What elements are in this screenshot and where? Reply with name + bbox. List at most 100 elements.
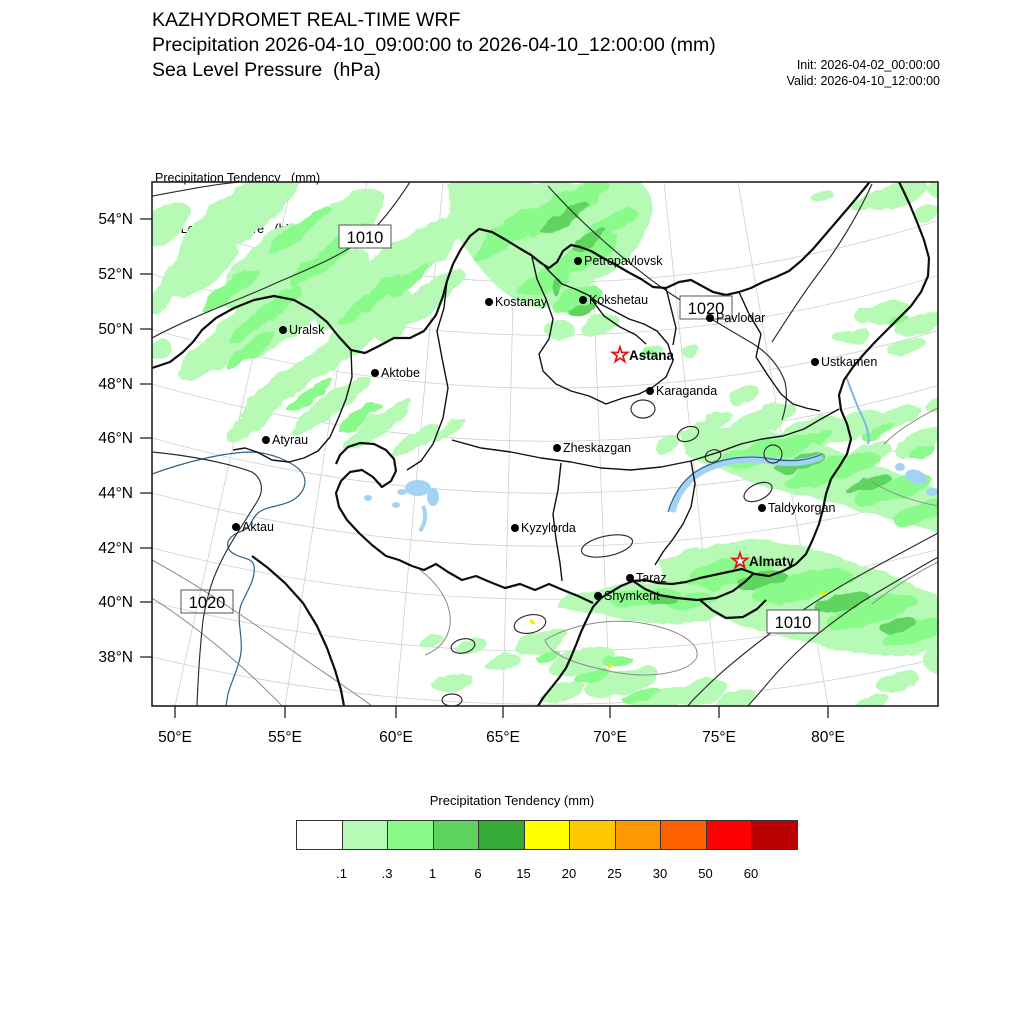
map-header: KAZHYDROMET REAL-TIME WRF Precipitation … bbox=[152, 8, 716, 83]
axes-layer: 50°E 55°E 60°E 65°E 70°E 75°E 80°E 54°N 52°N 50°N… bbox=[98, 211, 845, 746]
city-dot bbox=[232, 523, 240, 531]
irtysh-river bbox=[845, 375, 870, 445]
lon-tick-label: 55°E bbox=[268, 729, 302, 746]
kazakhstan-east-border bbox=[537, 182, 931, 706]
legend-tick-label: .3 bbox=[381, 866, 393, 881]
lat-tick-label: 50°N bbox=[98, 321, 133, 338]
legend-color-box bbox=[569, 820, 616, 850]
city-label: Aktobe bbox=[381, 366, 420, 380]
legend-color-box bbox=[614, 820, 661, 850]
city-dot bbox=[706, 314, 714, 322]
city-label: Uralsk bbox=[289, 323, 325, 337]
init-time: Init: 2026-04-02_00:00:00 bbox=[796, 58, 940, 72]
city-dot bbox=[579, 296, 587, 304]
city-label: Shymkent bbox=[604, 589, 660, 603]
lat-tick-label: 54°N bbox=[98, 211, 133, 228]
legend-tick-label: 1 bbox=[428, 866, 437, 881]
lat-tick-label: 48°N bbox=[98, 376, 133, 393]
city-label: Taldykorgan bbox=[768, 501, 835, 515]
legend-color-box bbox=[296, 820, 343, 850]
lon-tick-label: 80°E bbox=[811, 729, 845, 746]
city-label: Kyzylorda bbox=[521, 521, 576, 535]
precipitation-legend: .1 .3 1 6 15 20 25 30 50 60 bbox=[296, 820, 798, 881]
legend-color-box bbox=[523, 820, 570, 850]
city-label: Atyrau bbox=[272, 433, 308, 447]
legend-color-box bbox=[432, 820, 479, 850]
pressure-label: 1010 bbox=[347, 229, 384, 247]
city-label: Zheskazgan bbox=[563, 441, 631, 455]
city-dot bbox=[594, 592, 602, 600]
precipitation-layer bbox=[152, 182, 938, 706]
pressure-label: 1010 bbox=[775, 614, 812, 632]
lake-balkhash bbox=[668, 452, 824, 513]
lon-tick-label: 75°E bbox=[702, 729, 736, 746]
pressure-label-box bbox=[338, 224, 392, 249]
city-dot bbox=[646, 387, 654, 395]
pressure-label-box bbox=[766, 609, 820, 634]
aral-sea bbox=[405, 480, 431, 496]
lat-tick-label: 42°N bbox=[98, 540, 133, 557]
city-dot bbox=[574, 257, 582, 265]
lat-tick-label: 44°N bbox=[98, 485, 133, 502]
legend-color-box bbox=[341, 820, 388, 850]
city-label: Kokshetau bbox=[589, 293, 648, 307]
city-dot bbox=[262, 436, 270, 444]
oblast-borders-layer bbox=[232, 256, 840, 582]
city-dot bbox=[553, 444, 561, 452]
pressure-label-box bbox=[679, 295, 733, 320]
legend-tick-label: 60 bbox=[743, 866, 759, 881]
city-dot bbox=[371, 369, 379, 377]
pressure-label-box bbox=[180, 589, 234, 614]
legend-tick-label: 30 bbox=[652, 866, 668, 881]
lake-alakol bbox=[905, 469, 927, 485]
legend-tick-label: 25 bbox=[607, 866, 622, 881]
water-layer bbox=[152, 375, 938, 706]
legend-color-box bbox=[478, 820, 525, 850]
lat-tick-label: 52°N bbox=[98, 266, 133, 283]
city-dot bbox=[279, 326, 287, 334]
lon-tick-label: 70°E bbox=[593, 729, 627, 746]
legend-color-box bbox=[387, 820, 434, 850]
legend-tick-label: .1 bbox=[336, 866, 347, 881]
city-label: Ustkamen bbox=[821, 355, 877, 369]
city-dot bbox=[511, 524, 519, 532]
legend-color-box bbox=[751, 820, 798, 850]
neighbor-borders-layer bbox=[152, 407, 938, 706]
lon-tick-label: 65°E bbox=[486, 729, 520, 746]
capital-star-icon bbox=[729, 550, 751, 570]
lat-tick-label: 38°N bbox=[98, 649, 133, 666]
run-times: Init: 2026-04-02_00:00:00 Valid: 2026-04… bbox=[787, 57, 940, 89]
turkmen-border bbox=[251, 555, 346, 706]
legend-color-box bbox=[660, 820, 707, 850]
map-frame bbox=[151, 181, 939, 707]
caspian-sea bbox=[152, 451, 306, 706]
capital-label: Almaty bbox=[749, 554, 795, 569]
city-label: Petropavlovsk bbox=[584, 254, 663, 268]
city-dot bbox=[758, 504, 766, 512]
kazakhstan-south-border bbox=[334, 441, 594, 604]
lon-tick-label: 60°E bbox=[379, 729, 413, 746]
legend-tick-label: 15 bbox=[516, 866, 531, 881]
country-borders-layer bbox=[152, 182, 931, 706]
page-title: KAZHYDROMET REAL-TIME WRF bbox=[152, 9, 461, 31]
city-label: Aktau bbox=[242, 520, 274, 534]
city-label: Taraz bbox=[636, 571, 667, 585]
kazakhstan-north-border bbox=[152, 182, 871, 370]
lon-tick-label: 50°E bbox=[158, 729, 192, 746]
legend-tick-label: 20 bbox=[561, 866, 577, 881]
lat-tick-label: 40°N bbox=[98, 594, 133, 611]
capital-star-icon bbox=[609, 344, 631, 364]
city-label: Kostanay bbox=[495, 295, 548, 309]
legend-tick-label: 50 bbox=[698, 866, 713, 881]
precip-period-subtitle: Precipitation 2026-04-10_09:00:00 to 202… bbox=[152, 34, 716, 56]
city-label: Pavlodar bbox=[716, 311, 765, 325]
valid-time: Valid: 2026-04-10_12:00:00 bbox=[786, 74, 940, 88]
city-label: Karaganda bbox=[656, 384, 717, 398]
city-dot bbox=[811, 358, 819, 366]
map-labels-layer: 1010 1020 1020 1010 Petropavlovsk Kostanay Kok… bbox=[180, 224, 877, 634]
capital-label: Astana bbox=[629, 348, 675, 363]
city-dot bbox=[626, 574, 634, 582]
city-dot bbox=[485, 298, 493, 306]
